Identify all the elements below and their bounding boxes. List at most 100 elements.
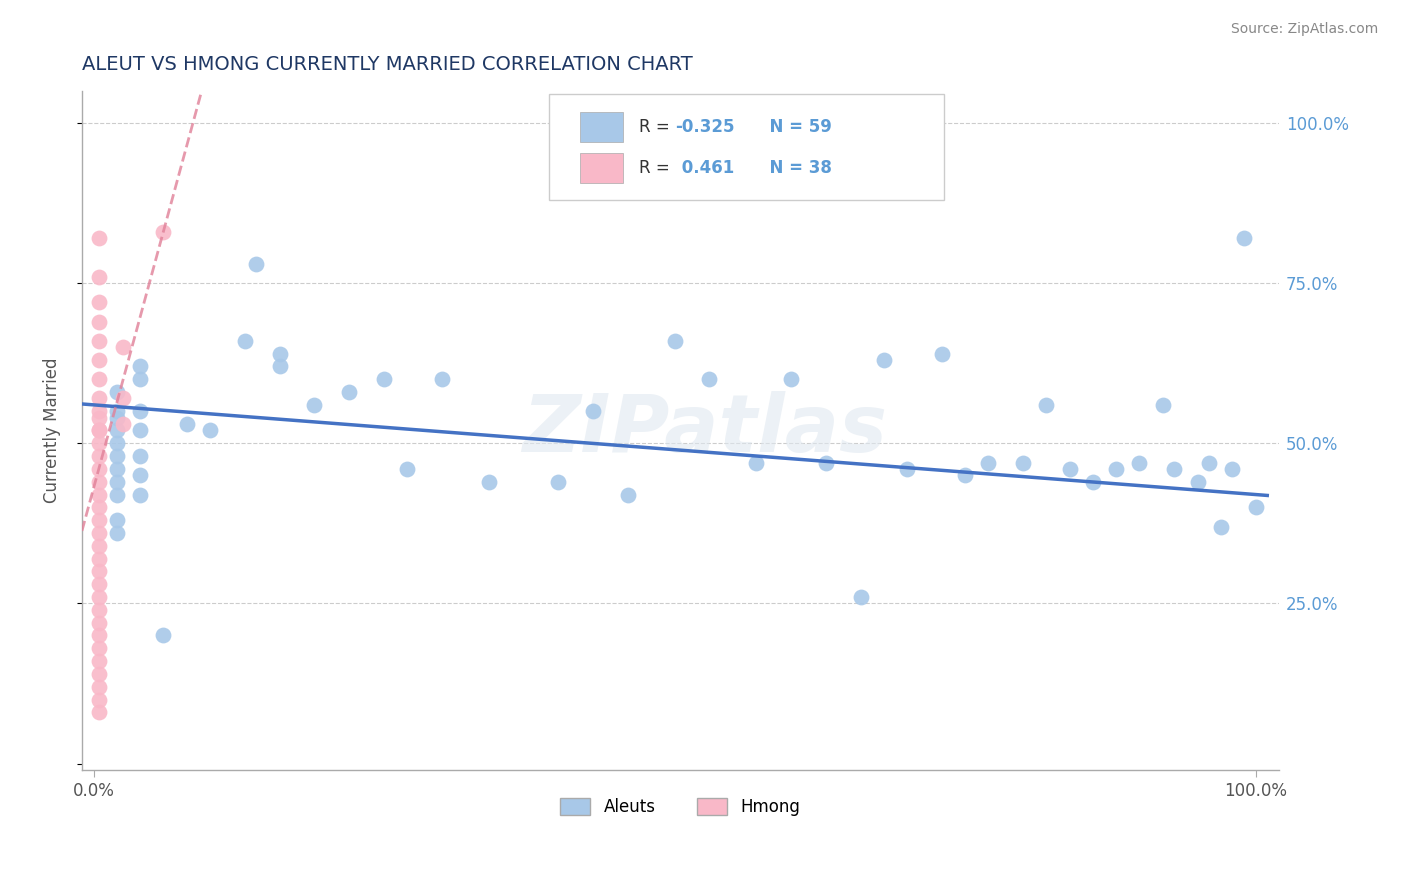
Point: [89, 565, 111, 579]
Point: [1163, 462, 1185, 476]
Point: [547, 475, 569, 489]
Point: [89, 706, 111, 720]
Point: [89, 692, 111, 706]
Point: [105, 424, 128, 438]
Text: 0.461: 0.461: [676, 159, 734, 177]
Point: [89, 526, 111, 541]
Legend: Aleuts, Hmong: Aleuts, Hmong: [554, 791, 807, 822]
Point: [198, 424, 221, 438]
Point: [1059, 462, 1081, 476]
Point: [977, 456, 1000, 470]
Point: [269, 359, 291, 374]
Point: [89, 315, 111, 329]
Point: [1209, 519, 1232, 533]
Point: [664, 334, 686, 348]
Point: [89, 500, 111, 515]
Point: [176, 417, 198, 431]
Point: [129, 468, 152, 483]
Point: [105, 475, 128, 489]
Point: [111, 417, 134, 431]
FancyBboxPatch shape: [548, 95, 943, 200]
Point: [152, 628, 174, 642]
Point: [582, 404, 605, 418]
Point: [105, 513, 128, 527]
Point: [1152, 398, 1174, 412]
Point: [396, 462, 419, 476]
Text: -0.325: -0.325: [675, 118, 734, 136]
Point: [89, 269, 111, 284]
Point: [89, 372, 111, 386]
Point: [129, 424, 152, 438]
Point: [89, 392, 111, 406]
Point: [1012, 456, 1035, 470]
Point: [89, 680, 111, 694]
Point: [269, 346, 291, 360]
Point: [849, 590, 872, 604]
Point: [89, 590, 111, 604]
Point: [89, 641, 111, 656]
Point: [129, 404, 152, 418]
Point: [152, 225, 174, 239]
Point: [617, 487, 640, 501]
Point: [1244, 500, 1267, 515]
Point: [89, 424, 111, 438]
Text: Source: ZipAtlas.com: Source: ZipAtlas.com: [1230, 22, 1378, 37]
Point: [89, 654, 111, 668]
Point: [89, 539, 111, 553]
Point: [105, 449, 128, 463]
Point: [1081, 475, 1104, 489]
Point: [89, 487, 111, 501]
Point: [1187, 475, 1209, 489]
Point: [89, 513, 111, 527]
Point: [129, 449, 152, 463]
Point: [89, 551, 111, 566]
Point: [105, 404, 128, 418]
Point: [89, 436, 111, 450]
Point: [105, 436, 128, 450]
Point: [89, 353, 111, 368]
Point: [89, 475, 111, 489]
Point: [89, 404, 111, 418]
Point: [89, 603, 111, 617]
Point: [89, 577, 111, 591]
Point: [779, 372, 801, 386]
Text: R =: R =: [638, 159, 675, 177]
Point: [111, 392, 134, 406]
Point: [931, 346, 953, 360]
Text: N = 38: N = 38: [758, 159, 832, 177]
Point: [105, 385, 128, 400]
Point: [105, 462, 128, 476]
Point: [129, 359, 152, 374]
Point: [89, 449, 111, 463]
Point: [89, 424, 111, 438]
Point: [745, 456, 768, 470]
FancyBboxPatch shape: [579, 153, 623, 183]
Point: [105, 410, 128, 425]
Point: [89, 628, 111, 642]
Point: [699, 372, 721, 386]
Point: [129, 372, 152, 386]
Text: ZIPatlas: ZIPatlas: [522, 392, 887, 469]
Point: [89, 334, 111, 348]
Point: [89, 410, 111, 425]
Point: [1105, 462, 1128, 476]
Point: [89, 462, 111, 476]
Point: [304, 398, 326, 412]
Point: [105, 487, 128, 501]
Point: [337, 385, 360, 400]
Point: [111, 340, 134, 354]
Point: [105, 526, 128, 541]
Point: [373, 372, 395, 386]
FancyBboxPatch shape: [579, 112, 623, 142]
Point: [89, 615, 111, 630]
Point: [896, 462, 918, 476]
Point: [233, 334, 256, 348]
Point: [129, 487, 152, 501]
Point: [89, 667, 111, 681]
Point: [1233, 231, 1256, 245]
Point: [432, 372, 454, 386]
Point: [478, 475, 501, 489]
Text: ALEUT VS HMONG CURRENTLY MARRIED CORRELATION CHART: ALEUT VS HMONG CURRENTLY MARRIED CORRELA…: [82, 55, 693, 74]
Y-axis label: Currently Married: Currently Married: [44, 358, 60, 503]
Point: [814, 456, 837, 470]
